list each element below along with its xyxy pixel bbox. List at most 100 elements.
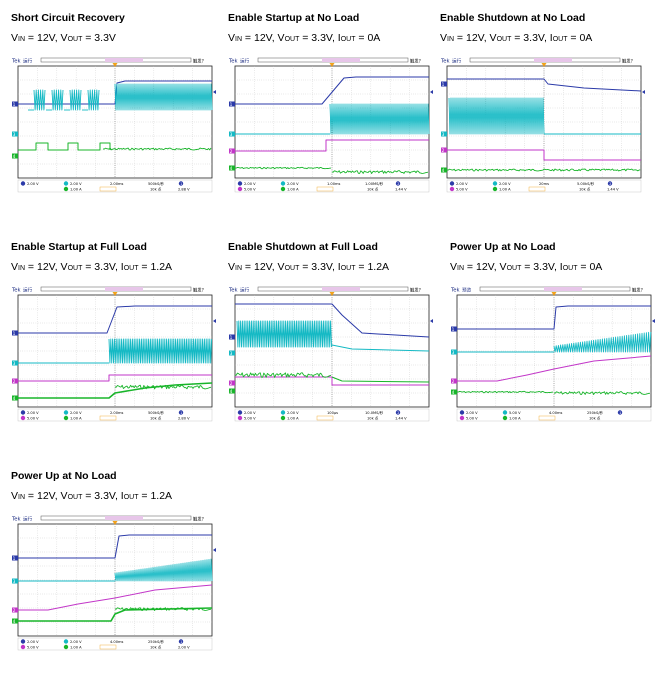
- trigger-marker-icon: [541, 63, 547, 67]
- ch2-marker: [451, 378, 457, 384]
- ch4-marker: [12, 618, 18, 624]
- ch3-marker-label: 3: [452, 350, 455, 356]
- trigger-level-marker-icon: [213, 548, 216, 552]
- trace-ch3-burst: [87, 89, 100, 111]
- scope-status-label: 运行: [240, 287, 250, 294]
- panel-title: Power Up at No Load: [450, 241, 556, 253]
- ch2-scale-label: 5.00 V: [244, 417, 256, 421]
- ch4-scale-label: 1.00 A: [287, 417, 299, 421]
- ch1-marker: [441, 81, 447, 87]
- traces: [456, 305, 652, 395]
- scope-status-bar: 2.00 V 5.00 V 2.00 V 1.00 A 100μs 10.0MS/秒10k…: [234, 408, 430, 422]
- trigger-level-marker-icon: [652, 319, 655, 323]
- trace-ch2-vin: [457, 355, 652, 382]
- trigger-source-label: 1: [180, 411, 182, 415]
- trigger-level-marker-icon: [642, 90, 645, 94]
- ch4-marker: [12, 153, 18, 159]
- ch1-marker: [12, 555, 18, 561]
- ch3-scale-label: 2.00 V: [70, 411, 82, 415]
- trace-ch4-noise: [331, 170, 429, 174]
- panel-power-up-full-load: Power Up at No Load VIN = 12V, VOUT = 3.…: [11, 470, 221, 670]
- trace-ch4-noise: [102, 147, 212, 151]
- trigger-marker-icon: [551, 292, 557, 296]
- offset-box: [316, 415, 334, 421]
- scope-status-bar: 2.00 V 5.00 V 5.00 V 1.00 A 4.00ms 250kS/秒10k…: [456, 408, 652, 422]
- scope-svg: Tek 运行 触发? 1 3 2 4 2.00 V 5.00 V 2.00 V 1.00 A 4.00…: [11, 514, 216, 664]
- trace-ch1-vout: [235, 76, 429, 105]
- ch3-marker: [229, 131, 235, 137]
- record-window: [105, 516, 143, 520]
- trace-ch3-switching: [553, 331, 652, 353]
- ch4-scale-label: 1.00 A: [70, 646, 82, 650]
- ch1-readout-icon: [20, 639, 26, 644]
- trace-ch3-switching: [108, 338, 213, 364]
- record-length-label: 10k 点: [150, 645, 162, 650]
- sample-rate-label: 5.00kS/秒: [577, 181, 595, 186]
- trace-ch3-burst: [69, 89, 82, 111]
- ch4-marker-label: 4: [442, 168, 445, 174]
- ch3-scale-label: 5.00 V: [509, 411, 521, 415]
- ch4-scale-label: 1.00 A: [499, 188, 511, 192]
- timebase-label: 20ms: [539, 182, 549, 186]
- ch1-scale-label: 2.00 V: [27, 411, 39, 415]
- ch2-scale-label: 5.00 V: [27, 417, 39, 421]
- panel-conditions: VIN = 12V, VOUT = 3.3V, IOUT = 0A: [228, 32, 381, 44]
- traces: [234, 303, 430, 386]
- ch4-marker: [229, 388, 235, 394]
- timebase-label: 4.00ms: [110, 640, 124, 644]
- trigger-marker-icon: [329, 63, 335, 67]
- offset-box: [528, 186, 546, 192]
- ch3-marker-label: 3: [230, 351, 233, 357]
- ch1-marker-label: 1: [13, 331, 16, 337]
- ch2-readout-icon: [20, 644, 26, 650]
- record-window: [105, 287, 143, 291]
- ch1-scale-label: 2.00 V: [27, 182, 39, 186]
- ch4-marker-label: 4: [13, 154, 16, 160]
- panel-enable-shutdown-full-load: Enable Shutdown at Full Load VIN = 12V, …: [228, 241, 438, 441]
- scope-svg: Tek 预览 触发? 1 3 2 4 2.00 V 5.00 V 5.00 V 1.00 A 4.00…: [450, 285, 655, 435]
- ch3-scale-label: 2.00 V: [70, 640, 82, 644]
- trigger-source-icon: [607, 181, 613, 186]
- scope-screenshot: Tek 预览 触发? 1 3 2 4 2.00 V 5.00 V 5.00 V 1.00 A 4.00…: [450, 285, 655, 435]
- panel-power-up-no-load: Power Up at No Load VIN = 12V, VOUT = 3.…: [450, 241, 660, 441]
- ch1-marker: [12, 101, 18, 107]
- record-window: [322, 58, 360, 62]
- scope-screenshot: Tek 运行 触发? 1 3 2 4 2.00 V 5.00 V 2.00 V 1.00 A 20ms…: [440, 56, 645, 206]
- traces: [18, 534, 213, 622]
- ch4-marker-label: 4: [13, 619, 16, 625]
- panel-title: Enable Startup at No Load: [228, 12, 360, 24]
- ch3-readout-icon: [280, 181, 286, 186]
- panel-conditions: VIN = 12V, VOUT = 3.3V, IOUT = 1.2A: [11, 261, 173, 273]
- offset-box: [316, 186, 334, 192]
- ch4-marker-label: 4: [230, 166, 233, 172]
- ch2-scale-label: 5.00 V: [27, 646, 39, 650]
- trace-ch2-enable: [18, 374, 212, 382]
- ch3-readout-icon: [502, 410, 508, 415]
- offset-box: [99, 415, 117, 421]
- record-window: [322, 287, 360, 291]
- ch1-marker-label: 1: [13, 102, 16, 108]
- ch1-scale-label: 2.00 V: [27, 640, 39, 644]
- panel-enable-startup-full-load: Enable Startup at Full Load VIN = 12V, V…: [11, 241, 221, 441]
- trace-ch3-burst: [33, 89, 46, 111]
- scope-svg: Tek 运行 触发? 1 3 4 2.00 V 2.00 V 1.00 A 2.00ms 500kS…: [11, 56, 216, 206]
- trace-ch3-switching: [114, 83, 213, 111]
- trigger-source-icon: [395, 181, 401, 186]
- ch3-marker: [451, 349, 457, 355]
- record-length-label: 10k 点: [367, 416, 379, 421]
- trigger-level-label: 2.00 V: [178, 646, 190, 650]
- panel-conditions: VIN = 12V, VOUT = 3.3V, IOUT = 1.2A: [228, 261, 390, 273]
- scope-brand-label: Tek: [440, 59, 449, 65]
- record-window: [105, 58, 143, 62]
- traces: [18, 305, 213, 399]
- trace-ch3-decay: [331, 344, 430, 352]
- ch1-marker: [451, 326, 457, 332]
- ch1-readout-icon: [449, 181, 455, 186]
- timebase-label: 1.00ms: [327, 182, 341, 186]
- timebase-label: 100μs: [327, 411, 338, 415]
- trigger-level-label: 1.44 V: [607, 188, 619, 192]
- traces: [18, 80, 213, 151]
- trigger-source-label: 1: [180, 182, 182, 186]
- ch3-scale-label: 2.00 V: [287, 411, 299, 415]
